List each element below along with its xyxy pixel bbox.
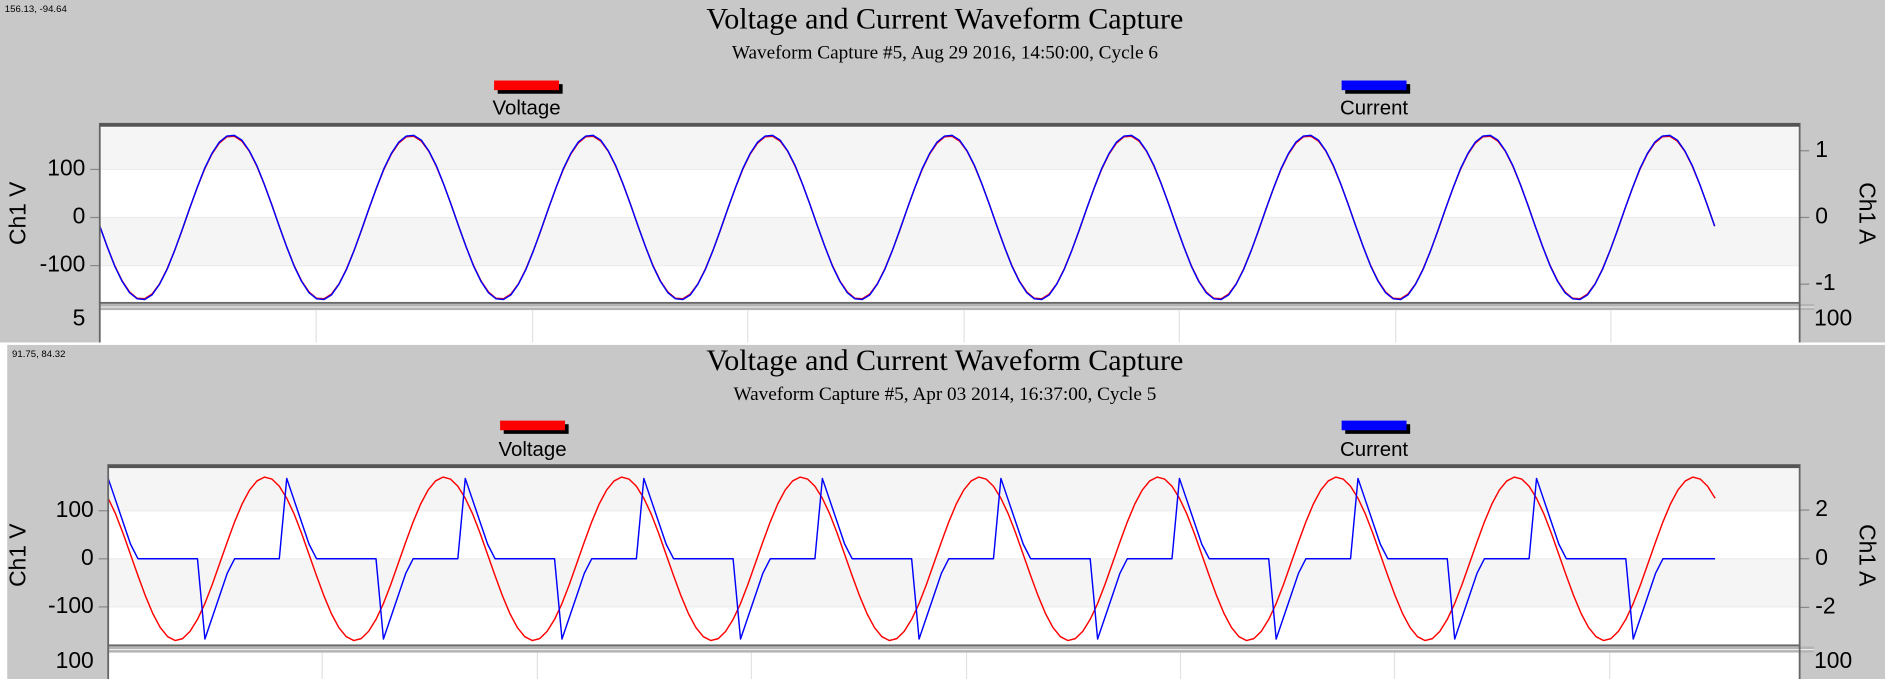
y2-tick-label: 1 bbox=[1815, 136, 1828, 162]
lower-left-label: 100 bbox=[56, 647, 94, 673]
lower-right-label: 100 bbox=[1814, 305, 1852, 331]
legend-label: Voltage bbox=[492, 98, 560, 120]
legend-label: Current bbox=[1340, 439, 1408, 461]
series-line bbox=[107, 477, 1716, 640]
chart-title: Voltage and Current Waveform Capture bbox=[706, 3, 1183, 36]
legend-label: Voltage bbox=[498, 439, 566, 461]
series-line bbox=[107, 476, 1716, 642]
legend-swatch bbox=[494, 80, 560, 91]
y2-tick-label: 0 bbox=[1815, 544, 1828, 570]
chart-title: Voltage and Current Waveform Capture bbox=[706, 344, 1183, 377]
y2-axis-title: Ch1 A bbox=[1855, 524, 1881, 587]
lower-right-label: 100 bbox=[1814, 647, 1852, 673]
y-tick-label: 100 bbox=[56, 496, 94, 522]
y2-tick-label: -1 bbox=[1815, 269, 1835, 295]
cursor-readout: 91.75, 84.32 bbox=[12, 349, 65, 360]
y-tick-label: 100 bbox=[47, 154, 85, 180]
legend-swatch bbox=[1341, 80, 1407, 91]
series-line bbox=[99, 134, 1716, 301]
lower-strip bbox=[99, 310, 1800, 343]
grid-band bbox=[99, 127, 1800, 170]
cursor-readout: 156.13, -94.64 bbox=[5, 4, 68, 15]
legend-label: Current bbox=[1340, 98, 1408, 120]
legend-swatch bbox=[500, 420, 566, 431]
y2-axis-title: Ch1 A bbox=[1855, 182, 1881, 245]
y2-tick-label: 2 bbox=[1815, 495, 1828, 521]
y-tick-label: -100 bbox=[40, 251, 86, 277]
grid-band bbox=[99, 217, 1800, 266]
chart-panel: 91.75, 84.32 Voltage and Current Waveform… bbox=[4, 344, 1885, 679]
grid-band bbox=[108, 558, 1800, 607]
y-tick-label: -100 bbox=[48, 592, 94, 618]
chart-subtitle: Waveform Capture #5, Aug 29 2016, 14:50:… bbox=[732, 42, 1158, 63]
y-tick-label: 0 bbox=[81, 544, 94, 570]
y2-tick-label: -2 bbox=[1815, 592, 1835, 618]
y-axis-title: Ch1 V bbox=[4, 181, 30, 245]
grid-band bbox=[108, 468, 1800, 511]
lower-strip bbox=[108, 652, 1800, 679]
y-axis-title: Ch1 V bbox=[4, 523, 30, 587]
legend-swatch bbox=[1341, 420, 1407, 431]
lower-left-label: 5 bbox=[73, 305, 86, 331]
y-tick-label: 0 bbox=[73, 203, 86, 229]
y2-tick-label: 0 bbox=[1815, 202, 1828, 228]
chart-subtitle: Waveform Capture #5, Apr 03 2014, 16:37:… bbox=[733, 384, 1156, 405]
chart-panel: 156.13, -94.64 Voltage and Current Wavefo… bbox=[0, 0, 1885, 343]
